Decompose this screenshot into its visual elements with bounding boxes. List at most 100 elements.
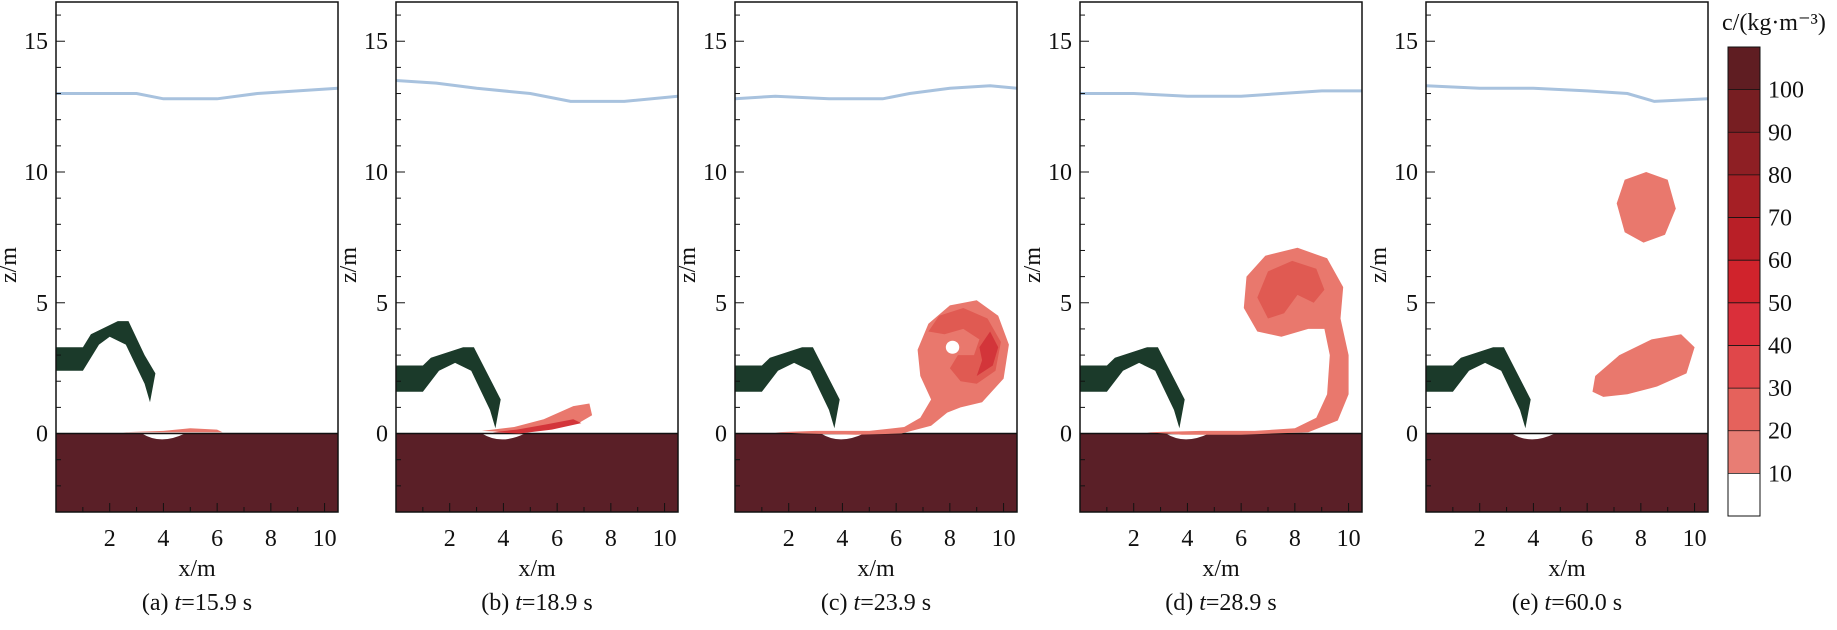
x-tick-label: 10 [1683,526,1707,552]
x-tick-label: 10 [992,526,1016,552]
colorbar-swatch [1728,89,1760,133]
scour-trough [1511,433,1555,440]
y-tick-label: 10 [364,160,388,186]
obstacle-c [735,347,840,429]
colorbar-swatch [1728,345,1760,389]
colorbar-tick-label: 10 [1768,461,1792,487]
x-tick-label: 8 [944,526,956,552]
free-surface-e [1426,84,1708,103]
panel-caption-d: (d) t=28.9 s [1051,590,1391,617]
y-tick-label: 10 [1048,160,1072,186]
x-tick-label: 8 [265,526,277,552]
y-tick-label: 5 [376,291,388,317]
panel-c: 0 5 10 15 2 4 6 8 10 x/m z/m [675,1,1018,582]
caption-label: (c) [820,590,854,616]
y-tick-label: 10 [1394,160,1418,186]
caption-label: (d) [1165,590,1200,616]
x-tick-label: 2 [1474,526,1486,552]
free-surface-c [735,84,1017,101]
x-tick-label: 4 [1181,526,1193,552]
y-axis-label: z/m [675,247,701,283]
plume-b-1 [492,419,582,434]
x-tick-label: 2 [1128,526,1140,552]
caption-t-value: =18.9 s [521,590,593,616]
obstacle-e [1426,347,1531,429]
panel-b: 0 5 10 15 2 4 6 8 10 x/m z/m [336,1,679,582]
plot-frame [734,1,1018,513]
caption-t-symbol: t [174,590,182,616]
y-tick-label: 10 [703,160,727,186]
caption-t-symbol: t [1544,590,1552,616]
y-tick-label: 0 [36,422,48,448]
colorbar-swatch [1728,388,1760,431]
y-tick-label: 10 [24,160,48,186]
panel-a: 0 5 10 15 2 4 6 8 10 x/m z/m [0,1,339,582]
y-tick-label: 5 [1406,291,1418,317]
sediment-bed [735,433,1017,512]
y-tick-label: 5 [715,291,727,317]
y-axis-label: z/m [1366,247,1392,283]
x-tick-label: 8 [1289,526,1301,552]
colorbar-swatch [1728,302,1760,346]
colorbar-swatch [1728,430,1760,474]
x-tick-label: 2 [783,526,795,552]
colorbar-tick-label: 90 [1768,120,1792,146]
panel-e: 0 5 10 15 2 4 6 8 10 x/m z/m [1366,1,1709,582]
x-axis-label: x/m [518,556,556,582]
panel-caption-e: (e) t=60.0 s [1397,590,1737,617]
plot-frame [1425,1,1709,513]
y-axis-label: z/m [0,247,22,283]
caption-label: (b) [481,590,516,616]
y-tick-label: 5 [36,291,48,317]
colorbar-tick-label: 40 [1768,333,1792,359]
plume-e-0 [1616,172,1676,243]
y-tick-label: 0 [715,422,727,448]
x-axis-label: x/m [1548,556,1586,582]
x-tick-label: 6 [1581,526,1593,552]
x-tick-label: 10 [1337,526,1361,552]
obstacle-a [56,321,156,403]
x-tick-label: 6 [890,526,902,552]
y-tick-label: 15 [24,29,48,55]
plume-a-0 [123,428,223,433]
x-axis-label: x/m [857,556,895,582]
panel-caption-c: (c) t=23.9 s [706,590,1046,617]
sediment-bed [396,433,678,512]
caption-t-value: =28.9 s [1205,590,1277,616]
colorbar-tick-label: 20 [1768,419,1792,445]
y-tick-label: 15 [703,29,727,55]
x-tick-label: 4 [157,526,169,552]
colorbar-tick-label: 70 [1768,206,1792,232]
colorbar-frame [1727,46,1761,517]
caption-t-value: =60.0 s [1551,590,1623,616]
free-surface-d [1080,89,1362,98]
x-tick-label: 6 [211,526,223,552]
free-surface-a [56,86,338,101]
x-tick-label: 8 [605,526,617,552]
x-tick-label: 10 [653,526,677,552]
y-axis-label: z/m [1020,247,1046,283]
caption-t-symbol: t [1199,590,1206,616]
plume-e-1 [1592,334,1695,397]
sediment-bed [1080,433,1362,512]
x-axis-label: x/m [178,556,216,582]
caption-t-symbol: t [853,590,861,616]
plot-background [56,2,338,512]
scour-trough [820,433,864,440]
caption-t-symbol: t [515,590,522,616]
colorbar-tick-label: 60 [1768,248,1792,274]
colorbar-tick-label: 30 [1768,376,1792,402]
x-tick-label: 6 [1235,526,1247,552]
x-tick-label: 10 [313,526,337,552]
colorbar-swatch [1728,47,1760,90]
plume-c-0 [775,300,1009,435]
caption-label: (e) [1511,590,1545,616]
scour-trough [481,433,525,440]
obstacle-d [1080,347,1185,429]
plot-frame [395,1,679,513]
x-tick-label: 6 [551,526,563,552]
y-tick-label: 5 [1060,291,1072,317]
colorbar-tick-label: 50 [1768,291,1792,317]
x-tick-label: 4 [836,526,848,552]
obstacle-b [396,347,501,429]
